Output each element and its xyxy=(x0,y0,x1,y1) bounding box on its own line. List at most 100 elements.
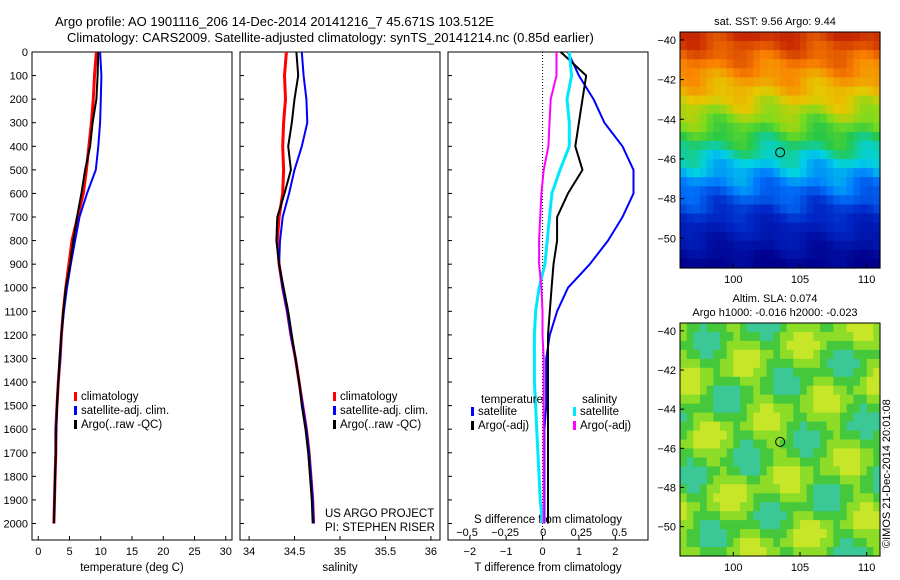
map-cell xyxy=(753,466,761,476)
map-cell xyxy=(793,86,801,97)
map-cell xyxy=(746,186,754,196)
map-cell xyxy=(860,104,868,115)
map-cell xyxy=(873,403,881,414)
map-cell xyxy=(793,204,801,215)
map-cell xyxy=(846,177,854,187)
map-cell xyxy=(753,131,761,142)
map-cell xyxy=(793,421,801,432)
map-cell xyxy=(680,412,688,423)
map-cell xyxy=(866,457,874,467)
map-cell xyxy=(680,32,688,42)
map-cell xyxy=(733,150,741,160)
map-cell xyxy=(820,358,828,369)
map-cell xyxy=(773,430,781,441)
map-cell xyxy=(733,529,741,539)
map-cell xyxy=(713,59,721,69)
map-cell xyxy=(680,493,688,503)
map-cell xyxy=(793,323,801,333)
map-cell xyxy=(813,140,821,151)
map-cell xyxy=(780,331,788,342)
map-cell xyxy=(833,113,841,124)
map-cell xyxy=(793,186,801,196)
map-cell xyxy=(853,547,861,557)
map-cell xyxy=(780,32,788,42)
map-cell xyxy=(706,358,714,369)
map-cell xyxy=(820,323,828,333)
legend-swatch xyxy=(573,407,576,416)
map-cell xyxy=(686,493,694,503)
map-cell xyxy=(873,249,881,260)
map-cell xyxy=(746,439,754,450)
map-cell xyxy=(766,323,774,333)
map-cell xyxy=(773,403,781,414)
map-cell xyxy=(733,511,741,521)
map-cell xyxy=(820,195,828,206)
map-cell xyxy=(780,457,788,467)
map-cell xyxy=(760,77,768,88)
map-cell xyxy=(773,331,781,342)
map-cell xyxy=(693,466,701,476)
map-cell xyxy=(806,122,814,133)
map-cell xyxy=(840,349,848,360)
map-cell xyxy=(746,177,754,187)
map-cell xyxy=(793,385,801,396)
map-cell xyxy=(740,77,748,88)
map-cell xyxy=(700,177,708,187)
map-cell xyxy=(826,131,834,142)
map-cell xyxy=(800,547,808,557)
map-cell xyxy=(740,204,748,215)
map-cell xyxy=(806,430,814,441)
map-cell xyxy=(686,385,694,396)
map-cell xyxy=(800,421,808,432)
map-cell xyxy=(706,104,714,115)
map-cell xyxy=(706,159,714,169)
map-cell xyxy=(760,457,768,467)
map-cell xyxy=(693,412,701,423)
map-cell xyxy=(813,258,821,269)
y-tick-label: 300 xyxy=(10,118,28,130)
map-cell xyxy=(720,131,728,142)
map-cell xyxy=(766,86,774,97)
map-cell xyxy=(740,502,748,512)
map-y-tick-label: −50 xyxy=(657,233,676,245)
map-cell xyxy=(853,41,861,51)
map-cell xyxy=(713,403,721,414)
map-cell xyxy=(753,430,761,441)
map-cell xyxy=(733,95,741,106)
map-cell xyxy=(833,475,841,485)
map-cell xyxy=(786,159,794,169)
legend-label: satellite xyxy=(580,406,619,418)
map-cell xyxy=(820,376,828,387)
map-cell xyxy=(733,159,741,169)
map-y-tick-label: −44 xyxy=(657,404,676,416)
map-cell xyxy=(686,439,694,450)
map-cell xyxy=(680,168,688,178)
map-cell xyxy=(726,331,734,342)
map-cell xyxy=(780,520,788,530)
map-cell xyxy=(853,240,861,251)
map-cell xyxy=(746,412,754,423)
x-axis-label: T difference from climatology xyxy=(474,562,621,574)
map-cell xyxy=(713,547,721,557)
map-cell xyxy=(760,222,768,233)
map-cell xyxy=(820,448,828,459)
map-cell xyxy=(820,421,828,432)
map-cell xyxy=(866,68,874,78)
map-cell xyxy=(753,186,761,196)
map-cell xyxy=(760,385,768,396)
map-cell xyxy=(820,77,828,88)
map-cell xyxy=(766,59,774,69)
map-cell xyxy=(873,331,881,342)
map-cell xyxy=(833,529,841,539)
map-cell xyxy=(706,331,714,342)
legend-label: satellite xyxy=(478,406,517,418)
map-cell xyxy=(793,140,801,151)
map-cell xyxy=(853,122,861,133)
map-cell xyxy=(773,32,781,42)
map-cell xyxy=(873,258,881,269)
map-cell xyxy=(693,50,701,60)
map-cell xyxy=(806,421,814,432)
map-cell xyxy=(873,340,881,351)
map-cell xyxy=(846,323,854,333)
map-cell xyxy=(760,150,768,160)
